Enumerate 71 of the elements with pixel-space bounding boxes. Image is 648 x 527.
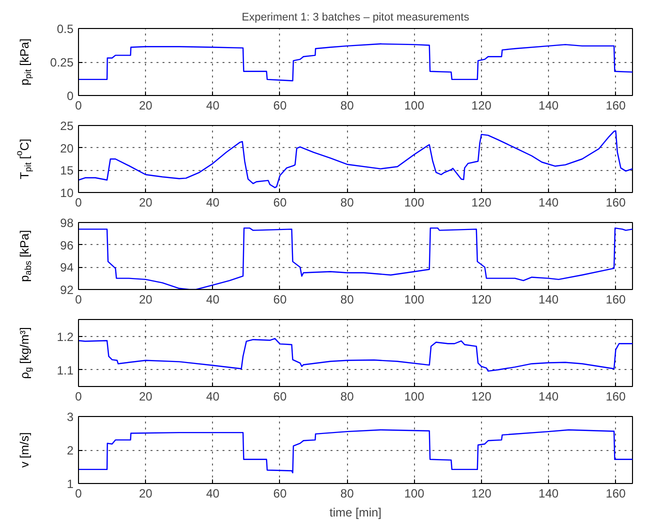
x-tick-label: 0 — [75, 196, 82, 210]
x-tick-label: 100 — [404, 98, 425, 112]
x-tick-label: 140 — [538, 486, 559, 500]
line-series — [78, 429, 632, 474]
x-tick-label: 20 — [138, 486, 153, 500]
x-tick-label: 100 — [404, 292, 425, 306]
y-axis-title: v [m/s] — [18, 432, 32, 468]
x-tick-label: 0 — [75, 486, 82, 500]
x-tick-label: 160 — [606, 486, 626, 500]
x-tick-label: 100 — [404, 486, 425, 500]
x-tick-label: 80 — [340, 390, 354, 404]
y-tick-label: 94 — [60, 260, 74, 275]
x-tick-label: 140 — [538, 390, 559, 404]
y-tick-label: 15 — [60, 164, 74, 178]
x-tick-label: 20 — [138, 196, 153, 210]
x-tick-label: 20 — [138, 98, 153, 112]
y-tick-label: 10 — [60, 186, 74, 200]
y-tick-label: 1.1 — [56, 363, 74, 378]
x-tick-label: 100 — [404, 196, 425, 210]
x-tick-label: 0 — [75, 292, 82, 306]
x-tick-label: 120 — [471, 390, 492, 404]
x-tick-label: 20 — [138, 390, 153, 404]
x-tick-label: 80 — [340, 292, 354, 306]
x-tick-label: 80 — [340, 98, 354, 112]
y-tick-label: 0 — [66, 89, 74, 103]
x-tick-label: 0 — [75, 98, 82, 112]
x-tick-label: 80 — [340, 196, 354, 210]
x-tick-label: 120 — [471, 292, 492, 306]
x-tick-label: 40 — [206, 98, 220, 112]
y-axis-title: pabs [kPa] — [18, 230, 34, 282]
x-axis-title: time [min] — [329, 506, 382, 520]
x-tick-label: 120 — [471, 486, 492, 500]
x-tick-label: 80 — [340, 486, 354, 500]
chart-title: Experiment 1: 3 batches – pitot measurements — [242, 12, 470, 24]
x-tick-label: 120 — [471, 98, 492, 112]
y-tick-label: 25 — [60, 119, 74, 133]
line-series — [78, 43, 632, 82]
y-tick-label: 92 — [60, 283, 74, 297]
y-tick-label: 96 — [60, 238, 74, 252]
x-tick-label: 20 — [138, 292, 153, 306]
x-tick-label: 60 — [273, 98, 287, 112]
x-tick-label: 160 — [606, 390, 626, 404]
x-tick-label: 60 — [273, 292, 287, 306]
y-tick-label: 0.25 — [50, 56, 74, 70]
x-tick-label: 60 — [273, 486, 287, 500]
y-tick-label: 3 — [66, 410, 74, 424]
x-tick-label: 160 — [606, 196, 626, 210]
x-tick-label: 140 — [538, 196, 559, 210]
y-tick-label: 1.2 — [56, 330, 74, 344]
y-tick-label: 20 — [60, 141, 74, 156]
x-tick-label: 140 — [538, 292, 559, 306]
x-tick-label: 40 — [206, 390, 220, 404]
x-tick-label: 160 — [606, 98, 626, 112]
y-tick-label: 98 — [60, 216, 74, 230]
x-tick-label: 0 — [75, 390, 82, 404]
line-series — [78, 130, 632, 188]
x-tick-label: 40 — [206, 196, 220, 210]
x-tick-label: 100 — [404, 390, 425, 404]
y-axis-title: Tpit [oC] — [14, 138, 34, 180]
y-tick-label: 1 — [66, 477, 74, 491]
x-tick-label: 160 — [606, 292, 626, 306]
y-tick-label: 0.5 — [56, 22, 74, 36]
y-axis-title: ppit [kPa] — [18, 38, 34, 86]
x-tick-label: 120 — [471, 196, 492, 210]
x-tick-label: 140 — [538, 98, 559, 112]
x-tick-label: 40 — [206, 486, 220, 500]
x-tick-label: 40 — [206, 292, 220, 306]
y-tick-label: 2 — [66, 444, 74, 458]
x-tick-label: 60 — [273, 390, 287, 404]
y-axis-title: ρg [kg/m³] — [18, 327, 34, 379]
x-tick-label: 60 — [273, 196, 287, 210]
